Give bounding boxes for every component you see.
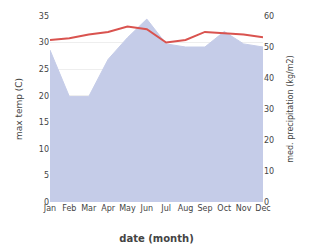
svg-text:10: 10 (264, 167, 274, 176)
svg-text:50: 50 (264, 43, 274, 52)
svg-text:Jul: Jul (160, 204, 171, 213)
svg-text:date (month): date (month) (119, 233, 193, 244)
svg-text:Sep: Sep (197, 204, 212, 213)
svg-text:Mar: Mar (81, 204, 97, 213)
svg-text:15: 15 (39, 118, 49, 127)
svg-text:60: 60 (264, 12, 274, 21)
svg-text:0: 0 (264, 198, 269, 207)
svg-text:10: 10 (39, 145, 49, 154)
svg-text:Jun: Jun (140, 204, 154, 213)
svg-text:med. precipitation (kg/m2): med. precipitation (kg/m2) (286, 55, 295, 162)
svg-text:Apr: Apr (101, 204, 116, 213)
svg-text:25: 25 (39, 65, 49, 74)
svg-text:Jan: Jan (43, 204, 56, 213)
svg-text:0: 0 (44, 198, 49, 207)
svg-text:20: 20 (264, 136, 274, 145)
svg-text:max temp (C): max temp (C) (14, 78, 24, 140)
svg-text:May: May (119, 204, 136, 213)
svg-text:Feb: Feb (62, 204, 76, 213)
svg-text:Dec: Dec (255, 204, 270, 213)
svg-text:30: 30 (264, 105, 274, 114)
svg-text:30: 30 (39, 38, 49, 47)
svg-text:5: 5 (44, 171, 49, 180)
svg-text:40: 40 (264, 74, 274, 83)
svg-text:Nov: Nov (236, 204, 252, 213)
svg-text:Aug: Aug (178, 204, 194, 213)
svg-text:Oct: Oct (217, 204, 231, 213)
svg-text:35: 35 (39, 12, 49, 21)
svg-text:20: 20 (39, 92, 49, 101)
